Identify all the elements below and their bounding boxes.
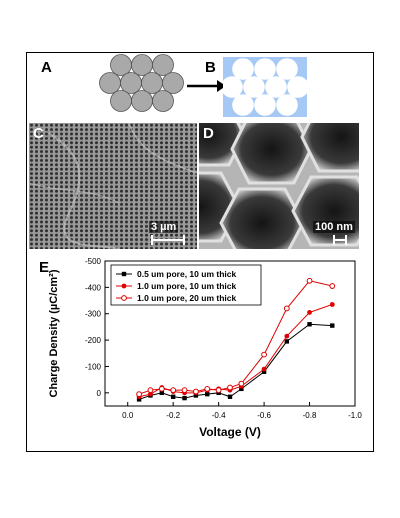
data-point-0-6 <box>205 391 210 397</box>
sphere-group <box>99 54 184 112</box>
void-6 <box>287 76 307 98</box>
series-layer <box>136 277 336 402</box>
panel-b-label: B <box>205 59 216 76</box>
axis-ticks: 0.0 -0.2 -0.4 -0.6 -0.8 -1.0 -500 -400 -300 -200 -… <box>85 257 362 420</box>
sphere-packing-diagram <box>99 54 184 112</box>
void-8 <box>254 94 276 116</box>
y-tick-label: -100 <box>85 362 102 371</box>
scale-bar-label-c: 3 µm <box>149 221 179 233</box>
data-point-2-1 <box>147 387 154 394</box>
data-point-0-10 <box>261 369 267 374</box>
data-point-2-3 <box>170 387 177 394</box>
sphere-6 <box>162 72 184 94</box>
legend-label-0: 0.5 um pore, 10 um thick <box>137 269 236 279</box>
panel-e-label: E <box>39 259 50 276</box>
sphere-4 <box>120 72 142 94</box>
void-group <box>223 58 307 116</box>
scale-bar-c <box>151 235 185 245</box>
void-5 <box>265 76 287 98</box>
void-7 <box>232 94 254 116</box>
data-point-0-8 <box>227 394 233 399</box>
y-axis-label: Charge Density (µC/cm²) <box>48 269 60 397</box>
data-point-2-10 <box>261 351 267 358</box>
data-point-2-7 <box>215 387 222 394</box>
data-point-1-11 <box>284 333 290 339</box>
x-tick-label: 0.0 <box>122 411 134 420</box>
arrow-icon <box>187 80 226 92</box>
y-tick-label: -500 <box>85 257 102 266</box>
x-tick-label: -0.6 <box>257 411 271 420</box>
void-1 <box>254 58 276 80</box>
y-tick-label: -300 <box>85 310 102 319</box>
series-line-1 <box>138 304 333 398</box>
data-point-0-12 <box>307 322 312 327</box>
data-point-2-5 <box>193 388 199 395</box>
data-point-1-12 <box>307 310 312 315</box>
y-tick-label: -400 <box>85 283 102 292</box>
void-2 <box>276 58 298 80</box>
data-point-0-0 <box>136 397 142 402</box>
panel-a-label: A <box>41 59 52 76</box>
legend: 0.5 um pore, 10 um thick 1.0 um pore, 10 … <box>110 264 262 306</box>
inverse-opal-diagram <box>223 57 307 117</box>
sphere-5 <box>141 72 163 94</box>
legend-marker-1 <box>121 283 127 289</box>
sphere-2 <box>152 54 174 76</box>
sphere-0 <box>110 54 132 76</box>
void-3 <box>223 76 243 98</box>
void-4 <box>243 76 265 98</box>
data-point-2-2 <box>158 385 165 392</box>
data-point-2-12 <box>306 277 313 284</box>
data-point-2-11 <box>283 305 290 312</box>
void-0 <box>232 58 254 80</box>
data-point-0-5 <box>193 393 199 398</box>
scale-bar-label-d: 100 nm <box>313 221 355 233</box>
data-point-2-0 <box>136 391 142 398</box>
data-point-2-8 <box>227 384 233 391</box>
legend-marker-0 <box>121 271 127 277</box>
void-9 <box>276 94 298 116</box>
scale-bar-d <box>333 235 347 245</box>
x-tick-label: -0.8 <box>303 411 317 420</box>
data-point-0-13 <box>330 323 335 328</box>
x-tick-label: -0.4 <box>212 411 226 420</box>
data-point-0-4 <box>182 395 187 401</box>
panel-d-label: D <box>203 125 214 142</box>
legend-label-1: 1.0 um pore, 10 um thick <box>137 281 236 291</box>
data-point-2-9 <box>238 380 245 387</box>
data-point-2-13 <box>329 283 336 289</box>
sphere-3 <box>99 72 121 94</box>
sem-image-high-mag: D 100 nm <box>199 123 359 249</box>
figure-panel: A B C <box>26 52 374 452</box>
panel-c-label: C <box>33 125 44 142</box>
sphere-8 <box>131 90 153 112</box>
y-tick-label: 0 <box>97 389 102 398</box>
sphere-1 <box>131 54 153 76</box>
sem-image-low-mag: C 3 µm <box>29 123 197 249</box>
data-point-0-2 <box>159 390 165 396</box>
data-point-0-11 <box>284 339 290 344</box>
data-point-0-9 <box>239 386 244 392</box>
x-tick-label: -0.2 <box>166 411 180 420</box>
charge-density-chart: 0.0 -0.2 -0.4 -0.6 -0.8 -1.0 -500 -400 -300 -200 -… <box>48 257 362 439</box>
data-point-1-13 <box>329 302 335 307</box>
legend-box <box>110 264 262 306</box>
x-axis-label: Voltage (V) <box>199 425 261 439</box>
sphere-7 <box>110 90 132 112</box>
data-point-0-3 <box>170 394 176 399</box>
data-point-2-4 <box>181 387 188 394</box>
plot-frame <box>104 260 356 407</box>
y-tick-label: -200 <box>85 336 102 345</box>
legend-marker-2 <box>121 295 127 301</box>
data-point-1-10 <box>261 366 267 372</box>
data-point-2-6 <box>204 385 211 392</box>
sphere-9 <box>152 90 174 112</box>
legend-label-2: 1.0 um pore, 20 um thick <box>137 293 236 303</box>
data-point-1-1 <box>148 391 153 397</box>
x-tick-label: -1.0 <box>348 411 362 420</box>
